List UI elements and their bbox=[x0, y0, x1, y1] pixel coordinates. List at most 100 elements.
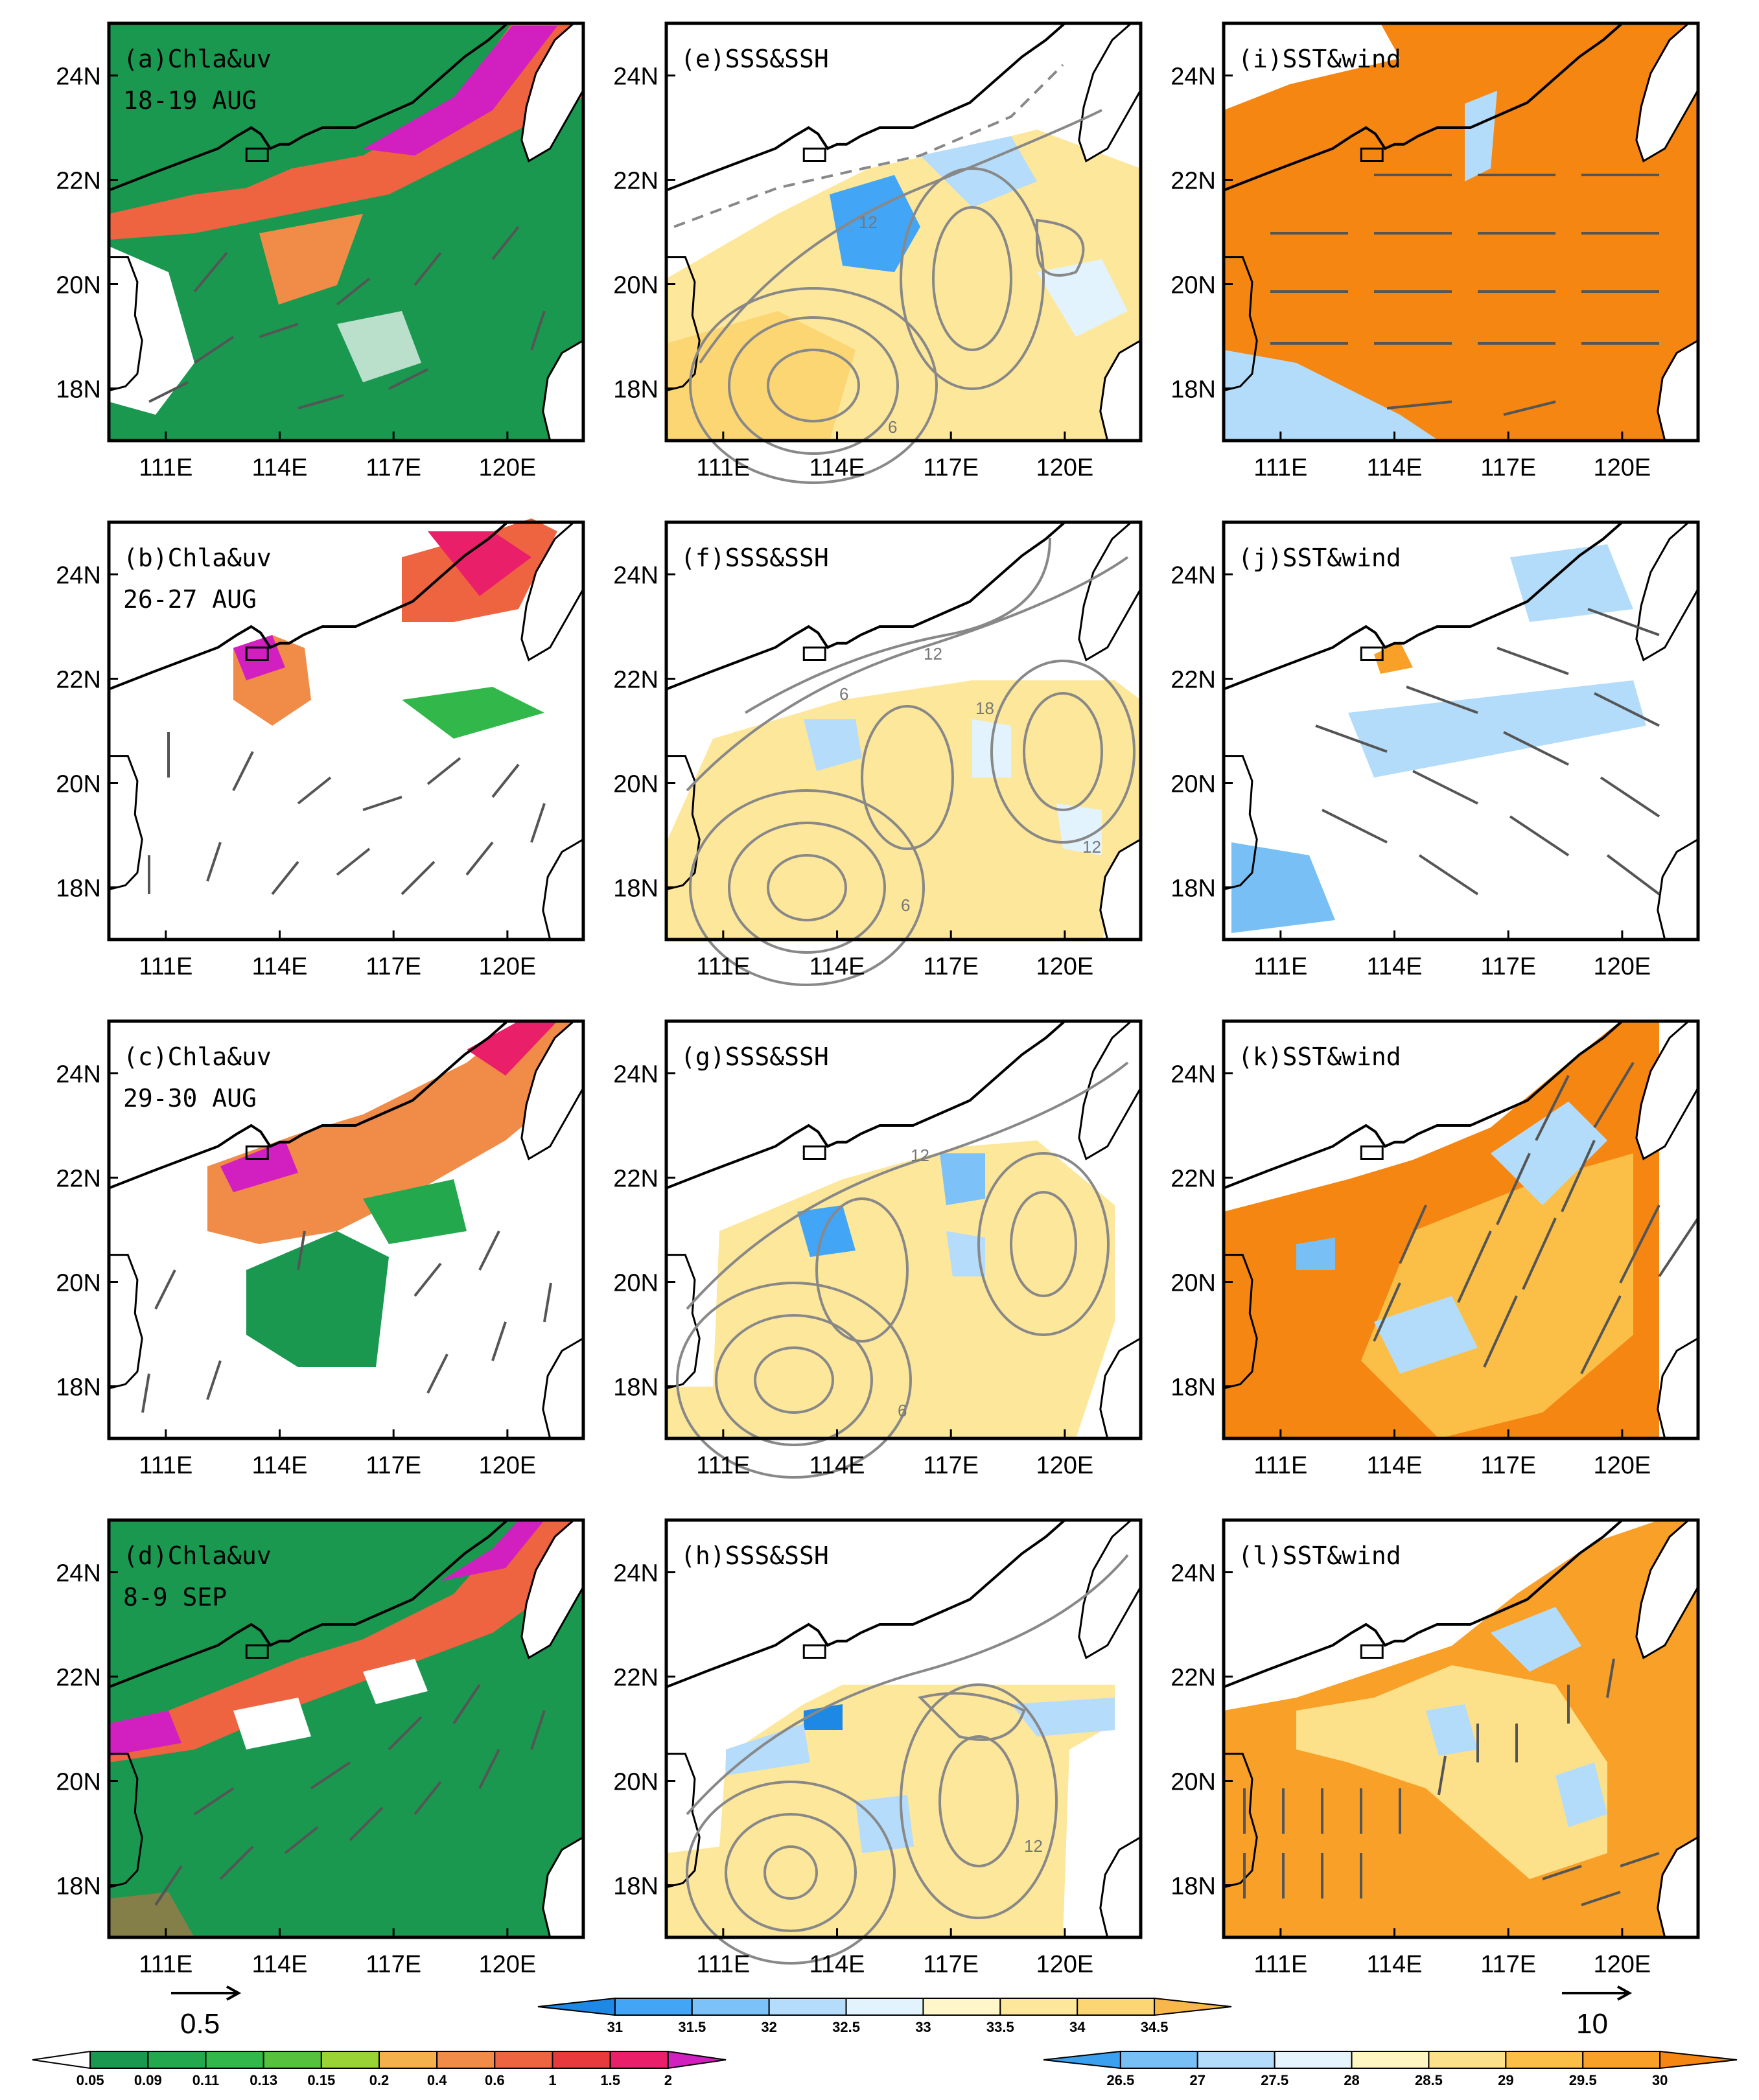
colorbar-tick-sss: 34.5 bbox=[1141, 2019, 1169, 2035]
x-tick-label: 114E bbox=[1367, 1951, 1423, 1978]
contour-label-h-1: 12 bbox=[1024, 1836, 1043, 1856]
y-tick-label: 18N bbox=[1171, 875, 1216, 903]
colorbar-swatch-sss bbox=[1077, 1998, 1156, 2016]
x-tick-label: 120E bbox=[479, 953, 537, 980]
contour-label-f-5: 6 bbox=[901, 895, 910, 915]
panel-k: (k)SST&wind bbox=[1222, 1019, 1700, 1440]
colorbar-swatch-sst bbox=[1351, 2051, 1430, 2069]
y-tick-label: 20N bbox=[1171, 1270, 1216, 1297]
y-tick-label: 24N bbox=[1171, 1061, 1216, 1089]
x-tick-label: 111E bbox=[139, 454, 192, 481]
colorbar-swatch-sst bbox=[1196, 2051, 1276, 2069]
y-tick-label: 18N bbox=[613, 875, 658, 903]
colorbar-swatch-sst bbox=[1428, 2051, 1507, 2069]
velocity-vectors-d bbox=[154, 1683, 546, 1906]
x-tick-label: 111E bbox=[1253, 1452, 1307, 1479]
colorbar-tick-chla: 1 bbox=[548, 2072, 556, 2088]
colorbar-swatch-chla bbox=[379, 2051, 438, 2069]
x-tick-label: 111E bbox=[696, 454, 750, 481]
y-tick-label: 20N bbox=[613, 1270, 658, 1297]
map-area-b bbox=[109, 518, 583, 940]
map-area-i bbox=[1224, 23, 1698, 441]
y-tick-label: 22N bbox=[56, 168, 101, 195]
velocity-vectors-b bbox=[148, 732, 546, 895]
y-tick-label: 24N bbox=[56, 1560, 101, 1587]
colorbar-swatch-sss bbox=[845, 1998, 924, 2016]
y-tick-label: 22N bbox=[613, 1166, 658, 1193]
x-tick-label: 120E bbox=[1594, 953, 1651, 980]
colorbar-swatch-chla bbox=[205, 2051, 264, 2069]
colorbar-tick-sss: 33 bbox=[915, 2019, 931, 2035]
colorbar-swatch-chla bbox=[667, 2050, 727, 2070]
x-tick-label: 117E bbox=[923, 454, 979, 481]
frame-g bbox=[664, 1019, 1143, 1440]
colorbar-swatch-sss bbox=[614, 1998, 693, 2016]
colorbar-sss: 31 31.5 32 32.5 33 33.5 34 34.5 bbox=[537, 1997, 1232, 2035]
map-area-c bbox=[109, 1021, 583, 1438]
colorbar-tick-sss: 31.5 bbox=[678, 2019, 706, 2035]
colorbar-tick-chla: 0.05 bbox=[76, 2072, 104, 2088]
contour-label-e-1: 12 bbox=[859, 213, 878, 232]
colorbar-tick-sst: 26.5 bbox=[1106, 2072, 1134, 2088]
y-tick-label: 20N bbox=[56, 272, 101, 299]
contour-label-f-1: 12 bbox=[924, 644, 942, 663]
frame-c bbox=[107, 1019, 585, 1440]
contour-label-g-2: 6 bbox=[898, 1401, 907, 1420]
panel-label-i: (i)SST&wind bbox=[1238, 45, 1401, 73]
y-tick-label: 24N bbox=[56, 562, 101, 590]
x-tick-label: 114E bbox=[1367, 953, 1423, 980]
x-tick-label: 114E bbox=[252, 1951, 308, 1978]
y-tick-label: 22N bbox=[56, 1665, 101, 1692]
y-tick-label: 20N bbox=[613, 1769, 658, 1796]
x-tick-label: 120E bbox=[1594, 1452, 1651, 1479]
colorbar-tick-chla: 2 bbox=[664, 2072, 672, 2088]
y-tick-label: 24N bbox=[613, 63, 658, 91]
y-tick-label: 20N bbox=[1171, 272, 1216, 299]
x-tick-label: 120E bbox=[1036, 454, 1094, 481]
panel-label-b: (b)Chla&uv bbox=[123, 544, 272, 572]
map-area-h bbox=[666, 1520, 1141, 1937]
panel-d: (d)Chla&uv 8-9 SEP bbox=[107, 1518, 585, 1939]
colorbar-tick-sss: 34 bbox=[1069, 2019, 1086, 2035]
panel-date-a: 18-19 AUG bbox=[123, 86, 257, 115]
contour-label-e-2: 6 bbox=[888, 417, 897, 437]
colorbar-swatch-chla bbox=[320, 2051, 380, 2069]
ref-vector-chla: 0.5 bbox=[171, 1985, 242, 2040]
y-tick-label: 24N bbox=[56, 63, 101, 91]
x-tick-label: 120E bbox=[479, 454, 537, 481]
y-tick-label: 20N bbox=[613, 771, 658, 798]
colorbar-swatch-chla bbox=[609, 2051, 669, 2069]
y-tick-label: 24N bbox=[1171, 1560, 1216, 1587]
y-tick-label: 20N bbox=[56, 1769, 101, 1796]
colorbar-swatch-sst bbox=[1274, 2051, 1353, 2069]
x-tick-label: 111E bbox=[1253, 953, 1307, 980]
ref-arrow-chla bbox=[171, 1985, 242, 2001]
colorbar-sst: 26.5 27 27.5 28 28.5 29 29.5 30 bbox=[1043, 2050, 1738, 2088]
x-tick-label: 111E bbox=[696, 953, 750, 980]
frame-k bbox=[1222, 1019, 1700, 1440]
x-tick-label: 120E bbox=[1036, 953, 1094, 980]
y-tick-label: 20N bbox=[1171, 771, 1216, 798]
frame-a bbox=[107, 21, 585, 443]
x-tick-label: 111E bbox=[696, 1452, 750, 1479]
y-tick-label: 22N bbox=[1171, 1166, 1216, 1193]
colorbar-swatch-sst bbox=[1659, 2050, 1738, 2070]
y-tick-label: 22N bbox=[1171, 168, 1216, 195]
x-tick-label: 111E bbox=[139, 953, 192, 980]
y-tick-label: 18N bbox=[613, 1873, 658, 1900]
y-tick-label: 20N bbox=[56, 771, 101, 798]
ssh-contours-h bbox=[686, 1554, 1129, 1965]
panel-label-f: (f)SSS&SSH bbox=[681, 544, 829, 572]
x-tick-label: 114E bbox=[810, 953, 865, 980]
x-tick-label: 111E bbox=[1253, 1951, 1307, 1978]
panel-b: (b)Chla&uv 26-27 AUG bbox=[107, 518, 585, 941]
ref-vector-label-chla: 0.5 bbox=[180, 2008, 220, 2040]
x-tick-label: 117E bbox=[923, 1951, 979, 1978]
x-tick-label: 114E bbox=[252, 953, 308, 980]
contour-label-f-3: 18 bbox=[975, 698, 994, 718]
contour-label-f-2: 6 bbox=[839, 684, 848, 704]
velocity-vectors-c bbox=[141, 1230, 552, 1413]
panel-label-e: (e)SSS&SSH bbox=[681, 45, 829, 73]
panel-j: (j)SST&wind bbox=[1222, 520, 1700, 941]
panel-g: 12 6 (g)SSS&SSH bbox=[664, 1019, 1143, 1479]
